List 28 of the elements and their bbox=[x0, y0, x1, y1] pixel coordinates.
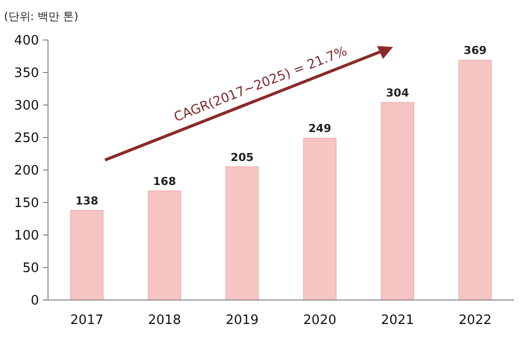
bar bbox=[70, 210, 104, 300]
x-tick-label: 2020 bbox=[303, 313, 336, 328]
x-tick-label: 2022 bbox=[458, 313, 492, 328]
data-label: 138 bbox=[75, 194, 98, 208]
y-tick-label: 200 bbox=[14, 164, 39, 179]
y-tick-label: 50 bbox=[22, 261, 39, 276]
bar bbox=[303, 138, 336, 300]
y-axis-title: (단위: 백만 톤) bbox=[4, 10, 78, 23]
y-tick-label: 300 bbox=[14, 98, 39, 114]
bar bbox=[148, 190, 182, 300]
y-tick-label: 100 bbox=[14, 228, 39, 244]
data-label: 205 bbox=[230, 150, 254, 164]
y-tick-label: 0 bbox=[30, 294, 39, 309]
data-label: 168 bbox=[153, 174, 176, 188]
data-label: 304 bbox=[386, 86, 410, 100]
x-tick-label: 2018 bbox=[148, 313, 182, 328]
y-tick-label: 400 bbox=[14, 34, 39, 49]
x-tick-label: 2017 bbox=[70, 313, 104, 328]
data-label: 369 bbox=[464, 44, 487, 58]
x-tick-label: 2021 bbox=[380, 313, 414, 328]
y-tick-label: 150 bbox=[14, 196, 39, 212]
data-label: 249 bbox=[308, 122, 332, 136]
y-tick-label: 250 bbox=[14, 131, 39, 146]
x-tick-label: 2019 bbox=[226, 313, 259, 328]
y-tick-label: 350 bbox=[14, 66, 39, 82]
bar bbox=[380, 102, 414, 300]
bar bbox=[226, 166, 259, 300]
bar bbox=[458, 60, 492, 300]
